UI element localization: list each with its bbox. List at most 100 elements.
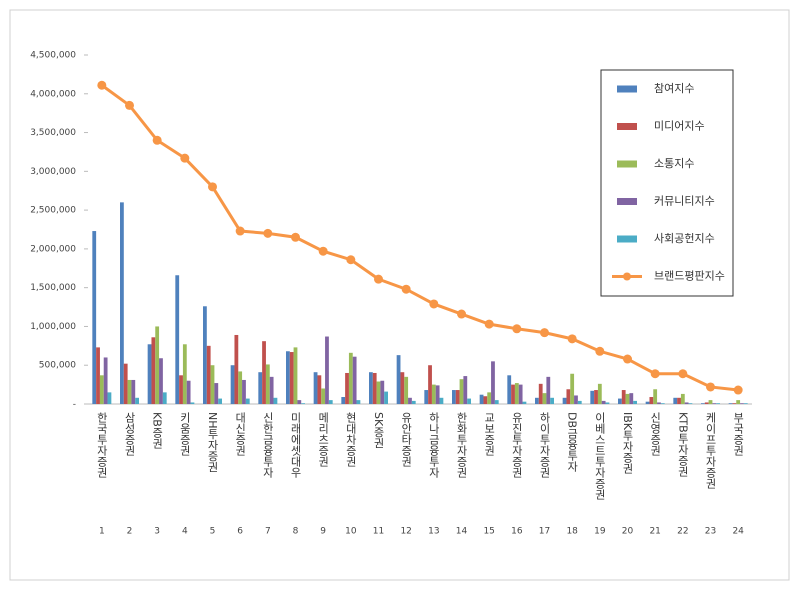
legend-swatch: [617, 85, 637, 93]
bar: [345, 372, 349, 404]
line-marker: [733, 385, 743, 395]
bar: [590, 390, 595, 404]
bar: [677, 397, 681, 404]
bar: [328, 400, 333, 404]
bar: [712, 403, 717, 404]
bar: [684, 402, 689, 404]
bar: [396, 355, 401, 404]
bar: [688, 403, 693, 404]
legend-label: 미디어지수: [654, 120, 705, 133]
bar: [645, 401, 650, 404]
bar: [511, 384, 515, 404]
bar: [411, 400, 416, 404]
bar: [234, 334, 239, 404]
rank-label: 3: [154, 527, 160, 537]
rank-label: 21: [649, 527, 660, 537]
x-tick-label: 부국증권: [732, 412, 745, 456]
y-tick-label: 2,000,000: [30, 244, 76, 254]
legend-label: 소통지수: [654, 157, 694, 170]
x-tick-label: 신한금융투자: [261, 412, 274, 478]
bar: [479, 394, 484, 404]
bar: [743, 403, 748, 404]
bar: [230, 365, 235, 404]
bar: [649, 397, 654, 404]
bar: [92, 231, 97, 404]
x-tick-label: 한화투자증권: [455, 412, 468, 478]
y-tick-label: 500,000: [39, 361, 76, 371]
bar: [352, 356, 357, 404]
y-tick-label: 4,500,000: [30, 51, 76, 61]
line: [100, 84, 739, 392]
y-tick-label: 2,500,000: [30, 206, 76, 216]
y-tick-label: 3,000,000: [30, 167, 76, 177]
y-tick-label: 3,500,000: [30, 128, 76, 138]
legend-swatch: [617, 198, 637, 205]
bar: [325, 336, 329, 404]
bar: [518, 384, 523, 404]
bar: [491, 361, 495, 404]
rank-label: 18: [566, 527, 578, 537]
x-tick-label: 유안타증권: [400, 412, 413, 467]
bar: [542, 393, 547, 404]
x-tick-label: 미래에셋대우: [289, 412, 302, 478]
bar: [103, 357, 108, 404]
bar: [96, 347, 100, 404]
bar: [372, 372, 377, 404]
rank-label: 6: [237, 527, 243, 537]
bar: [123, 363, 128, 404]
bar: [380, 380, 385, 404]
bar: [131, 379, 136, 404]
legend-swatch: [623, 272, 631, 281]
rank-label: 22: [677, 527, 688, 537]
rank-label: 4: [182, 527, 188, 537]
bar: [99, 375, 104, 404]
bar: [459, 379, 464, 404]
bar: [369, 372, 373, 404]
bar: [487, 392, 492, 404]
legend-box: [600, 69, 734, 297]
x-tick-label: 삼성증권: [123, 412, 136, 456]
legend-label: 사회공헌지수: [654, 232, 715, 245]
bar: [179, 375, 183, 404]
rank-label: 16: [511, 527, 523, 537]
rank-label: 1: [99, 527, 105, 537]
x-tick-label: 신영증권: [649, 412, 662, 456]
bar: [570, 373, 575, 404]
bar: [562, 397, 567, 404]
bar: [341, 397, 346, 404]
line-marker: [650, 369, 660, 379]
line-marker: [484, 319, 494, 329]
bar: [313, 372, 318, 404]
bar: [467, 398, 471, 404]
rank-label: 11: [373, 527, 384, 537]
bar: [716, 403, 720, 404]
bar: [538, 383, 543, 404]
rank-label: 7: [265, 527, 271, 537]
x-tick-label: 이베스트투자증권: [593, 412, 606, 500]
rank-label: 8: [293, 527, 299, 537]
bar: [258, 372, 263, 404]
line-marker: [152, 135, 162, 145]
bar: [356, 400, 361, 404]
bar: [577, 400, 582, 404]
rank-label: 17: [539, 527, 550, 537]
bar: [550, 397, 554, 404]
rank-label: 19: [594, 527, 606, 537]
bar: [428, 365, 432, 404]
y-tick-label: 4,000,000: [30, 89, 76, 99]
bar: [594, 390, 598, 404]
bar: [633, 400, 637, 404]
bar: [408, 397, 412, 404]
line-marker: [678, 369, 688, 379]
bar: [262, 341, 266, 404]
rank-label: 14: [456, 527, 468, 537]
line-marker: [540, 328, 549, 338]
line-marker: [623, 354, 632, 364]
line-marker: [567, 334, 577, 344]
line-marker: [318, 246, 328, 256]
rank-label: 23: [705, 527, 716, 537]
x-tick-label: 케이프투자증권: [704, 412, 717, 489]
bar: [151, 337, 156, 404]
bar: [431, 384, 436, 404]
rank-label: 2: [127, 527, 133, 537]
